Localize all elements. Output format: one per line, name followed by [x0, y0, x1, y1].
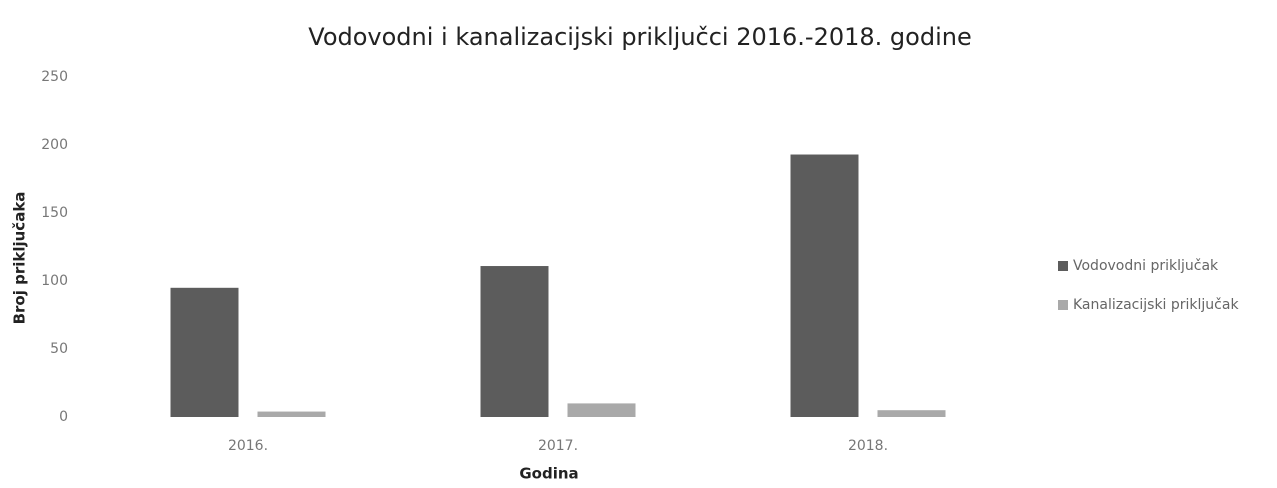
y-tick-label: 250: [41, 69, 68, 85]
bar: [790, 154, 859, 417]
y-tick-label: 200: [41, 137, 68, 153]
x-tick-label: 2018.: [848, 438, 888, 454]
legend-swatch: [1058, 300, 1068, 310]
x-axis-title: Godina: [519, 465, 578, 483]
y-tick-label: 100: [41, 273, 68, 289]
legend-label: Kanalizacijski priključak: [1073, 297, 1239, 313]
y-tick-label: 50: [50, 341, 68, 357]
bar: [170, 287, 239, 417]
x-tick-label: 2016.: [228, 438, 268, 454]
bar: [257, 411, 326, 417]
bar: [877, 410, 946, 417]
y-tick-label: 150: [41, 205, 68, 221]
bar: [480, 266, 549, 417]
x-tick-label: 2017.: [538, 438, 578, 454]
bar: [567, 403, 636, 417]
legend-swatch: [1058, 261, 1068, 271]
y-tick-label: 0: [59, 409, 68, 425]
y-axis-title: Broj priključaka: [11, 192, 29, 325]
chart-title: Vodovodni i kanalizacijski priključci 20…: [308, 23, 971, 51]
legend-label: Vodovodni priključak: [1073, 258, 1219, 274]
